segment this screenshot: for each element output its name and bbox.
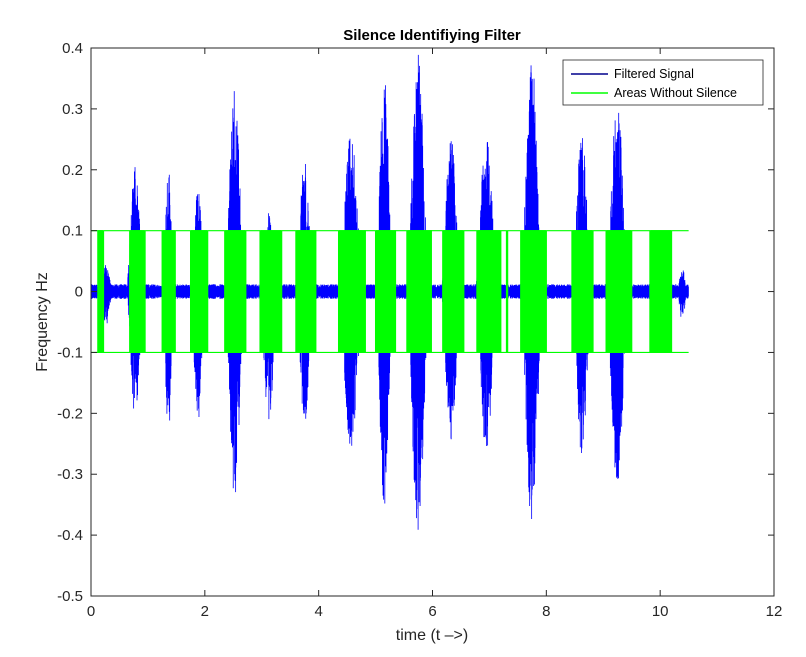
y-tick-label: -0.2: [57, 405, 83, 422]
x-tick-label: 12: [766, 603, 783, 620]
non-silence-region: [476, 230, 501, 353]
non-silence-region: [224, 230, 246, 353]
series-layer: [90, 54, 689, 530]
y-tick-label: -0.4: [57, 527, 83, 544]
y-tick-label: -0.5: [57, 588, 83, 605]
legend-box: [562, 59, 764, 106]
non-silence-region: [649, 230, 672, 353]
non-silence-region: [295, 230, 316, 353]
non-silence-region: [129, 230, 146, 353]
non-silence-region: [162, 230, 176, 353]
y-axis-label: Frequency Hz: [34, 272, 51, 372]
chart-title: Silence Identifiying Filter: [343, 27, 521, 44]
x-tick-label: 0: [87, 603, 95, 620]
y-tick-label: 0.1: [62, 223, 83, 240]
legend: Filtered Signal Areas Without Silence: [562, 59, 764, 106]
x-tick-label: 8: [542, 603, 550, 620]
y-tick-label: -0.3: [57, 466, 83, 483]
non-silence-region: [571, 230, 594, 353]
x-tick-label: 2: [201, 603, 209, 620]
y-tick-label: 0.2: [62, 162, 83, 179]
x-tick-label: 4: [314, 603, 322, 620]
non-silence-region: [190, 230, 208, 353]
y-tick-label: 0: [75, 284, 83, 301]
x-axis-label: time (t –>): [396, 627, 468, 644]
non-silence-region: [442, 230, 464, 353]
non-silence-region: [406, 230, 432, 353]
legend-label-areas-without-silence: Areas Without Silence: [614, 86, 737, 100]
legend-label-filtered-signal: Filtered Signal: [614, 67, 694, 81]
non-silence-region: [338, 230, 366, 353]
y-tick-label: 0.3: [62, 101, 83, 118]
non-silence-region: [97, 230, 104, 353]
y-tick-label: -0.1: [57, 344, 83, 361]
non-silence-region: [520, 230, 547, 353]
x-tick-label: 6: [428, 603, 436, 620]
axes-layer: 0 2 4 6 8 10 12 -0.5 -0.4 -0.3 -0.2 -0.1 0 0.1 0.2 0.3 0…: [57, 40, 782, 620]
non-silence-region: [375, 230, 396, 353]
non-silence-region: [606, 230, 632, 353]
non-silence-region: [506, 230, 508, 353]
non-silence-region: [260, 230, 282, 353]
y-tick-label: 0.4: [62, 40, 83, 57]
x-tick-label: 10: [652, 603, 669, 620]
